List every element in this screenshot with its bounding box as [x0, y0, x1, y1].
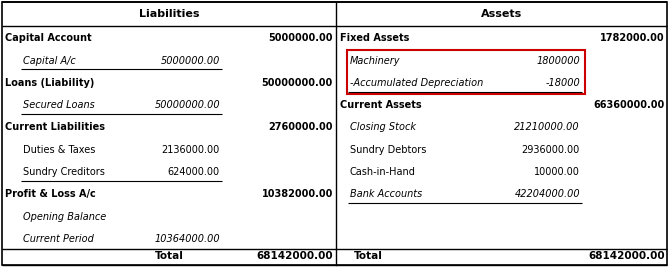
Text: 50000000.00: 50000000.00 — [262, 78, 333, 88]
Text: Loans (Liability): Loans (Liability) — [5, 78, 94, 88]
Text: Cash-in-Hand: Cash-in-Hand — [350, 167, 416, 177]
Text: Closing Stock: Closing Stock — [350, 123, 416, 132]
Text: Total: Total — [155, 251, 183, 261]
Text: -18000: -18000 — [545, 78, 580, 88]
Text: 66360000.00: 66360000.00 — [594, 100, 665, 110]
Text: 50000000.00: 50000000.00 — [155, 100, 220, 110]
Text: 1782000.00: 1782000.00 — [600, 33, 665, 43]
Text: 68142000.00: 68142000.00 — [588, 251, 665, 261]
Text: 1800000: 1800000 — [537, 56, 580, 66]
Text: Opening Balance: Opening Balance — [23, 212, 106, 222]
Text: Current Assets: Current Assets — [340, 100, 421, 110]
Text: Total: Total — [353, 251, 383, 261]
Text: 21210000.00: 21210000.00 — [514, 123, 580, 132]
Text: 2136000.00: 2136000.00 — [162, 145, 220, 155]
Text: 10364000.00: 10364000.00 — [155, 234, 220, 244]
Bar — [347, 50, 585, 93]
Text: 5000000.00: 5000000.00 — [268, 33, 333, 43]
Text: 10382000.00: 10382000.00 — [262, 189, 333, 199]
Text: Capital A/c: Capital A/c — [23, 56, 76, 66]
Text: 5000000.00: 5000000.00 — [161, 56, 220, 66]
Text: Duties & Taxes: Duties & Taxes — [23, 145, 96, 155]
Text: 2936000.00: 2936000.00 — [522, 145, 580, 155]
Text: Current Period: Current Period — [23, 234, 94, 244]
Text: Assets: Assets — [481, 9, 522, 19]
Text: Liabilities: Liabilities — [138, 9, 199, 19]
Text: Profit & Loss A/c: Profit & Loss A/c — [5, 189, 96, 199]
Text: Machinery: Machinery — [350, 56, 401, 66]
Text: 68142000.00: 68142000.00 — [256, 251, 333, 261]
Text: Sundry Debtors: Sundry Debtors — [350, 145, 426, 155]
Text: Fixed Assets: Fixed Assets — [340, 33, 409, 43]
Text: Bank Accounts: Bank Accounts — [350, 189, 422, 199]
Text: Capital Account: Capital Account — [5, 33, 92, 43]
Text: 10000.00: 10000.00 — [534, 167, 580, 177]
Text: Secured Loans: Secured Loans — [23, 100, 95, 110]
Text: Current Liabilities: Current Liabilities — [5, 123, 105, 132]
Text: -Accumulated Depreciation: -Accumulated Depreciation — [350, 78, 483, 88]
Text: 42204000.00: 42204000.00 — [514, 189, 580, 199]
Text: Sundry Creditors: Sundry Creditors — [23, 167, 105, 177]
Text: 2760000.00: 2760000.00 — [268, 123, 333, 132]
Text: 624000.00: 624000.00 — [168, 167, 220, 177]
